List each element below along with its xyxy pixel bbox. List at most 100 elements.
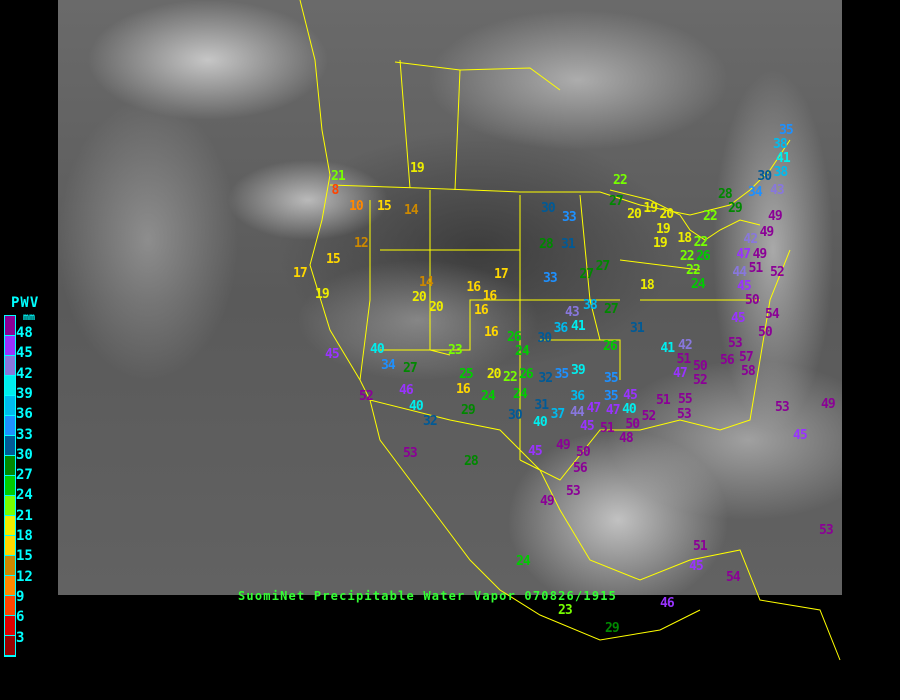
station-pwv-value: 53 (728, 335, 743, 351)
station-pwv-value: 29 (605, 620, 620, 636)
station-pwv-value: 33 (543, 270, 558, 286)
legend-swatch (5, 636, 15, 656)
station-pwv-value: 32 (423, 413, 438, 429)
legend-swatch (5, 476, 15, 496)
station-pwv-value: 40 (409, 399, 424, 415)
station-pwv-value: 47 (605, 402, 621, 418)
station-pwv-value: 49 (821, 396, 836, 412)
station-pwv-value: 51 (656, 392, 671, 408)
station-pwv-value: 36 (570, 388, 585, 404)
legend-tick: 9 (16, 588, 25, 605)
state-line-1 (359, 200, 371, 381)
station-pwv-value: 22 (679, 248, 695, 264)
station-pwv-value: 47 (586, 400, 602, 416)
station-pwv-value: 38 (583, 297, 598, 313)
legend-tick: 12 (16, 568, 33, 585)
legend-tick: 27 (16, 467, 33, 484)
station-pwv-value: 41 (776, 150, 791, 166)
station-pwv-value: 53 (819, 522, 834, 538)
station-pwv-value: 51 (693, 538, 708, 554)
legend-unit: mm (23, 312, 36, 323)
station-pwv-value: 24 (691, 277, 706, 293)
station-pwv-value: 16 (456, 381, 471, 397)
station-pwv-value: 43 (565, 305, 580, 321)
station-pwv-value: 16 (482, 288, 498, 304)
station-pwv-value: 17 (293, 265, 308, 281)
legend-swatch (5, 436, 15, 456)
station-pwv-value: 23 (558, 603, 573, 619)
station-pwv-value: 22 (703, 208, 718, 224)
station-pwv-value: 47 (736, 246, 751, 262)
station-pwv-value: 54 (765, 306, 780, 322)
station-pwv-value: 53 (677, 406, 692, 422)
legend-swatch (5, 416, 15, 436)
west-coast-line (299, 0, 701, 641)
station-pwv-value: 30 (757, 168, 772, 184)
station-pwv-value: 40 (533, 414, 548, 430)
station-pwv-value: 17 (494, 266, 509, 282)
station-pwv-value: 45 (731, 310, 746, 326)
station-pwv-value: 38 (773, 164, 789, 180)
station-pwv-value: 50 (758, 324, 773, 340)
station-pwv-value: 36 (553, 321, 569, 337)
station-pwv-value: 26 (519, 366, 534, 382)
legend-swatch (5, 576, 15, 596)
station-pwv-value: 42 (743, 232, 758, 248)
station-pwv-value: 22 (686, 263, 701, 279)
station-pwv-value: 32 (538, 370, 553, 386)
station-pwv-value: 52 (770, 264, 785, 280)
legend-tick: 3 (16, 629, 25, 646)
legend-tick: 33 (16, 426, 33, 443)
legend-swatch (5, 456, 15, 476)
station-pwv-value: 50 (576, 444, 591, 460)
legend-tick: 24 (16, 487, 33, 504)
station-pwv-value: 50 (693, 358, 708, 374)
station-pwv-value: 30 (541, 200, 556, 216)
station-pwv-value: 19 (410, 160, 425, 176)
station-pwv-value: 23 (448, 342, 463, 358)
legend-swatch (5, 336, 15, 356)
station-pwv-value: 16 (484, 324, 499, 340)
station-pwv-value: 31 (561, 236, 576, 252)
station-pwv-value: 27 (403, 360, 418, 376)
station-pwv-value: 22 (503, 369, 518, 385)
station-pwv-value: 28 (539, 236, 554, 252)
legend-tick: 15 (16, 548, 33, 565)
station-pwv-value: 38 (773, 136, 788, 152)
station-pwv-value: 45 (737, 278, 752, 294)
legend-swatch (5, 316, 15, 336)
state-line-3 (380, 249, 521, 351)
station-pwv-value: 48 (619, 430, 634, 446)
station-pwv-value: 30 (508, 407, 523, 423)
station-pwv-value: 24 (516, 553, 531, 569)
station-pwv-value: 58 (741, 363, 756, 379)
station-pwv-value: 47 (673, 366, 688, 382)
station-pwv-value: 27 (579, 266, 594, 282)
station-pwv-value: 51 (600, 420, 615, 436)
station-pwv-value: 19 (656, 221, 671, 237)
legend-tick: 21 (16, 507, 33, 524)
station-pwv-value: 56 (573, 460, 588, 476)
state-line-7 (579, 194, 601, 341)
station-pwv-value: 43 (770, 183, 785, 199)
station-pwv-value: 52 (641, 408, 657, 424)
legend-swatch (5, 356, 15, 376)
station-pwv-value: 45 (580, 419, 595, 435)
legend-tick: 45 (16, 345, 33, 362)
station-pwv-value: 46 (660, 595, 675, 611)
station-pwv-value: 45 (793, 427, 808, 443)
station-pwv-value: 34 (748, 184, 763, 200)
station-pwv-value: 49 (752, 246, 768, 262)
station-pwv-value: 20 (659, 206, 674, 222)
canada-province-line-1 (399, 59, 411, 189)
station-pwv-value: 50 (745, 292, 760, 308)
legend-tick: 30 (16, 446, 33, 463)
station-pwv-value: 44 (570, 404, 585, 420)
station-pwv-value: 49 (540, 493, 555, 509)
station-pwv-value: 34 (381, 357, 396, 373)
station-pwv-value: 35 (554, 366, 570, 382)
station-pwv-value: 24 (515, 344, 530, 360)
legend-swatch (5, 596, 15, 616)
station-pwv-value: 50 (625, 416, 640, 432)
station-pwv-value: 33 (562, 209, 577, 225)
